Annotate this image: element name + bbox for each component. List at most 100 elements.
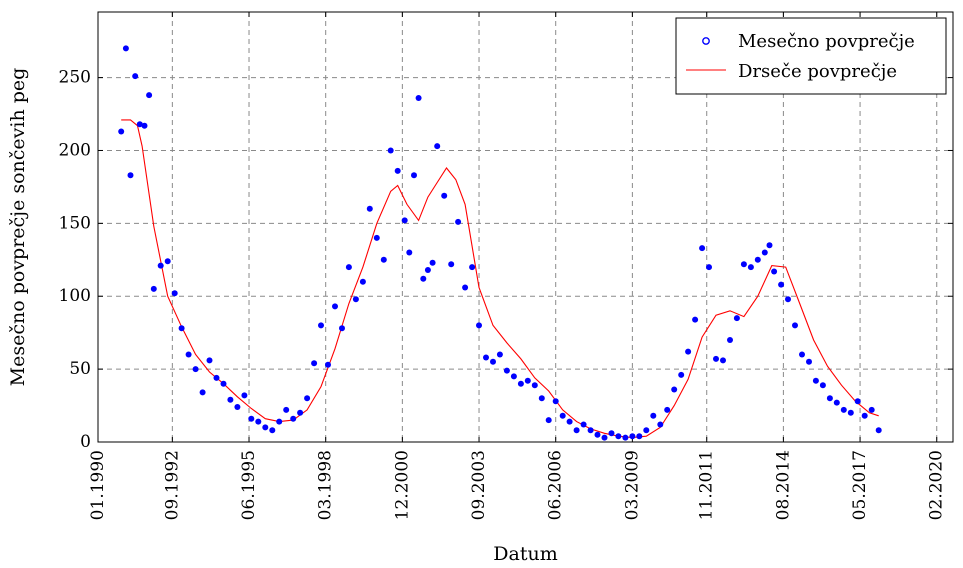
data-point: [304, 395, 311, 402]
data-point: [199, 389, 206, 396]
data-point: [276, 418, 283, 425]
data-point: [833, 399, 840, 406]
data-point: [462, 284, 469, 291]
data-point: [678, 371, 685, 378]
data-point: [434, 143, 441, 150]
data-point: [608, 430, 615, 437]
y-tick-label: 150: [59, 213, 91, 233]
data-point: [847, 409, 854, 416]
data-point: [740, 261, 747, 268]
data-point: [380, 256, 387, 263]
data-point: [799, 351, 805, 358]
data-point: [650, 412, 657, 419]
moving-average-line: [121, 119, 879, 439]
data-point: [290, 415, 297, 422]
data-point: [733, 315, 740, 322]
data-point: [510, 373, 517, 380]
data-point: [122, 45, 129, 52]
x-tick-label: 12.2000: [392, 450, 412, 520]
data-point: [220, 380, 227, 387]
data-point: [311, 360, 318, 367]
data-point: [146, 92, 153, 99]
data-point: [262, 424, 269, 431]
data-point: [538, 395, 545, 402]
data-point: [754, 256, 761, 263]
data-point: [345, 264, 352, 271]
data-point: [490, 358, 496, 365]
data-point: [792, 322, 798, 329]
data-point: [141, 122, 148, 129]
data-point: [406, 249, 413, 256]
data-point: [448, 261, 455, 268]
data-point: [566, 418, 573, 425]
legend-box: [675, 17, 947, 95]
data-point: [819, 382, 826, 389]
legend-label-moving: Drseče povprečje: [738, 61, 897, 82]
data-point: [359, 278, 366, 285]
legend-marker-points: [702, 37, 710, 45]
data-point: [269, 427, 276, 434]
x-tick-label: 05.2017: [850, 450, 870, 520]
data-point: [806, 358, 812, 365]
data-point: [411, 172, 417, 179]
plot-frame: [97, 11, 954, 443]
data-point: [766, 242, 773, 249]
data-point: [325, 361, 331, 368]
data-point: [692, 316, 699, 323]
monthly-average-series: [118, 45, 882, 441]
data-point: [394, 167, 401, 174]
data-point: [622, 434, 629, 441]
data-point: [664, 406, 671, 413]
data-point: [615, 433, 622, 440]
data-point: [778, 281, 785, 288]
data-point: [157, 262, 164, 269]
x-tick-label: 01.1990: [88, 450, 108, 520]
data-point: [771, 268, 778, 275]
data-point: [861, 412, 868, 419]
data-point: [727, 337, 733, 343]
data-point: [476, 322, 482, 329]
data-point: [524, 377, 531, 384]
data-point: [785, 296, 791, 303]
y-axis-label: Mesečno povprečje sončevih peg: [7, 68, 29, 387]
data-point: [685, 348, 692, 355]
legend-label-monthly: Mesečno povprečje: [738, 31, 915, 52]
x-tick-label: 09.1992: [162, 450, 182, 520]
data-point: [594, 431, 601, 438]
y-tick-label: 100: [59, 286, 91, 306]
data-point: [706, 264, 712, 271]
data-point: [234, 404, 241, 410]
x-axis-label: Datum: [493, 543, 557, 565]
data-point: [503, 367, 510, 374]
data-point: [213, 374, 220, 381]
data-point: [840, 406, 847, 413]
data-point: [657, 421, 664, 428]
data-point: [573, 427, 580, 434]
data-point: [241, 392, 248, 399]
data-point: [629, 433, 636, 440]
data-point: [132, 73, 139, 80]
data-point: [366, 205, 373, 212]
data-point: [517, 380, 524, 387]
data-point: [255, 418, 262, 425]
y-tick-label: 250: [59, 68, 91, 88]
data-point: [761, 249, 768, 256]
data-point: [812, 377, 819, 384]
data-point: [747, 264, 754, 271]
data-point: [248, 415, 255, 422]
data-point: [420, 275, 427, 282]
x-tick-label: 08.2014: [773, 450, 793, 520]
y-tick-label: 0: [80, 432, 91, 452]
x-tick-label: 03.2009: [622, 450, 642, 520]
data-point: [441, 192, 448, 199]
data-point: [455, 218, 462, 225]
x-tick-label: 03.1998: [316, 450, 336, 520]
data-point: [332, 303, 338, 310]
data-point: [127, 172, 134, 179]
data-point: [283, 406, 290, 413]
x-tick-label: 06.1995: [239, 450, 259, 520]
data-point: [496, 351, 503, 358]
data-point: [352, 296, 359, 303]
data-point: [424, 267, 431, 273]
